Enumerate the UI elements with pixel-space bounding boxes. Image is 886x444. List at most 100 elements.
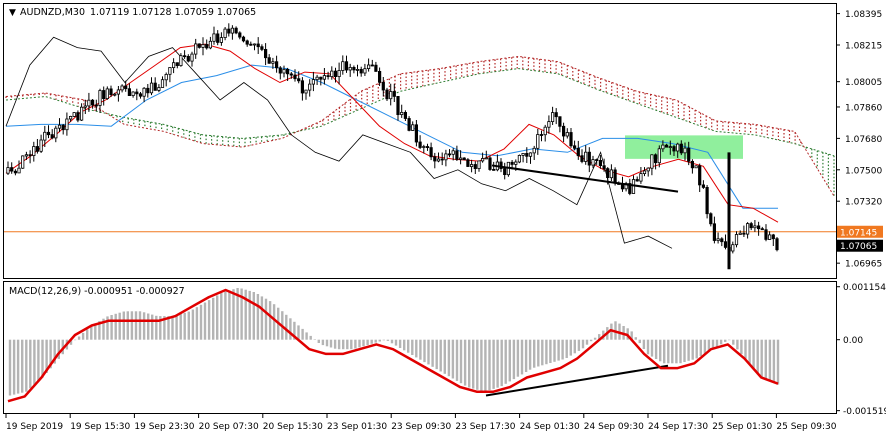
macd-histogram-bar [272, 304, 276, 340]
candle-body [731, 244, 735, 252]
candle-body [348, 67, 352, 71]
macd-histogram-bar [463, 339, 467, 386]
macd-trendline [485, 364, 669, 397]
candle-body [753, 225, 757, 229]
candle-body [32, 146, 36, 157]
macd-histogram-bar [285, 314, 288, 340]
candle-body [241, 36, 246, 42]
macd-histogram-bar [557, 339, 560, 361]
kijun-sen-line [5, 64, 778, 209]
candle-body [554, 112, 558, 118]
candle-body [113, 93, 117, 96]
time-tick-label: 23 Sep 09:30 [391, 422, 451, 432]
macd-histogram-bar [581, 339, 585, 349]
macd-histogram-bar [167, 316, 170, 340]
candle-body [418, 141, 422, 148]
candle-body [146, 87, 150, 94]
candle-body [374, 64, 378, 72]
candle-body [216, 33, 220, 43]
macd-histogram-bar [195, 307, 199, 340]
macd-histogram-bar [179, 313, 182, 340]
macd-histogram-bar [504, 339, 507, 384]
macd-histogram-bar [439, 339, 442, 372]
macd-histogram-bar [455, 339, 459, 381]
candle-body [565, 132, 569, 137]
macd-histogram-bar [667, 339, 670, 364]
macd-histogram-bar [199, 304, 203, 340]
macd-histogram-bar [776, 339, 780, 385]
candle-body [657, 148, 661, 164]
candle-body [749, 223, 753, 229]
macd-histogram-bar [528, 339, 532, 370]
macd-histogram-bar [634, 337, 637, 340]
macd-histogram-bar [77, 336, 81, 340]
macd-histogram-bar [45, 339, 48, 373]
candle-body [370, 64, 374, 67]
candle-body [87, 99, 91, 107]
macd-histogram-bar [585, 339, 589, 345]
candle-body [153, 82, 157, 91]
macd-histogram-bar [508, 339, 511, 382]
macd-histogram-bar [378, 339, 381, 342]
candle-body [182, 55, 187, 58]
candle-body [539, 134, 544, 136]
time-tick-label: 19 Sep 15:30 [70, 422, 130, 432]
macd-histogram-bar [244, 289, 247, 340]
candle-body [484, 157, 488, 160]
macd-histogram-bar [577, 339, 581, 351]
macd-histogram-bar [260, 296, 264, 340]
candle-body [285, 69, 290, 75]
candle-body [514, 161, 518, 165]
candle-body [712, 223, 717, 241]
macd-histogram-bar [224, 291, 227, 340]
macd-histogram-bar [512, 339, 516, 380]
macd-histogram-bar [553, 339, 556, 362]
candle-body [525, 152, 529, 157]
macd-histogram-bar [175, 315, 178, 340]
candle-body [274, 61, 279, 69]
candle-body [429, 147, 433, 158]
candle-body [341, 61, 345, 71]
macd-histogram-bar [756, 339, 759, 373]
candle-body [377, 71, 382, 83]
macd-histogram-bar [240, 288, 243, 340]
candle-body [396, 96, 400, 116]
candle-body [109, 88, 113, 96]
macd-histogram-bar [216, 295, 219, 340]
macd-histogram-bar [94, 323, 97, 340]
macd-histogram-bar [370, 339, 373, 344]
candle-body [160, 79, 165, 88]
candle-body [444, 153, 448, 161]
candle-body [488, 157, 492, 170]
candle-body [131, 91, 135, 96]
macd-histogram-bar [73, 339, 77, 341]
macd-histogram-bar [561, 339, 564, 360]
macd-histogram-bar [187, 311, 190, 340]
macd-histogram-bar [305, 332, 308, 340]
macd-histogram-bar [69, 339, 73, 345]
macd-histogram-bar [301, 328, 304, 340]
price-label-box [837, 225, 883, 238]
candle-body [576, 147, 580, 157]
macd-histogram-bar [443, 339, 446, 374]
macd-histogram-bar [484, 339, 487, 392]
candle-body [46, 131, 51, 136]
macd-histogram-bar [447, 339, 451, 377]
macd-histogram-bar [151, 314, 154, 340]
candle-body [551, 112, 555, 122]
macd-histogram-bar [110, 315, 113, 340]
macd-histogram-bar [21, 339, 24, 393]
chikou-span-line [5, 36, 673, 249]
candle-body [212, 33, 216, 42]
macd-histogram-bar [423, 339, 426, 363]
candle-body [39, 139, 43, 152]
candle-body [98, 90, 102, 106]
macd-histogram-bar [236, 288, 239, 340]
macd-histogram-bar [748, 339, 751, 364]
time-tick-label: 23 Sep 01:30 [327, 422, 387, 432]
candle-body [319, 76, 323, 80]
candle-body [149, 82, 154, 94]
candle-body [315, 76, 319, 80]
